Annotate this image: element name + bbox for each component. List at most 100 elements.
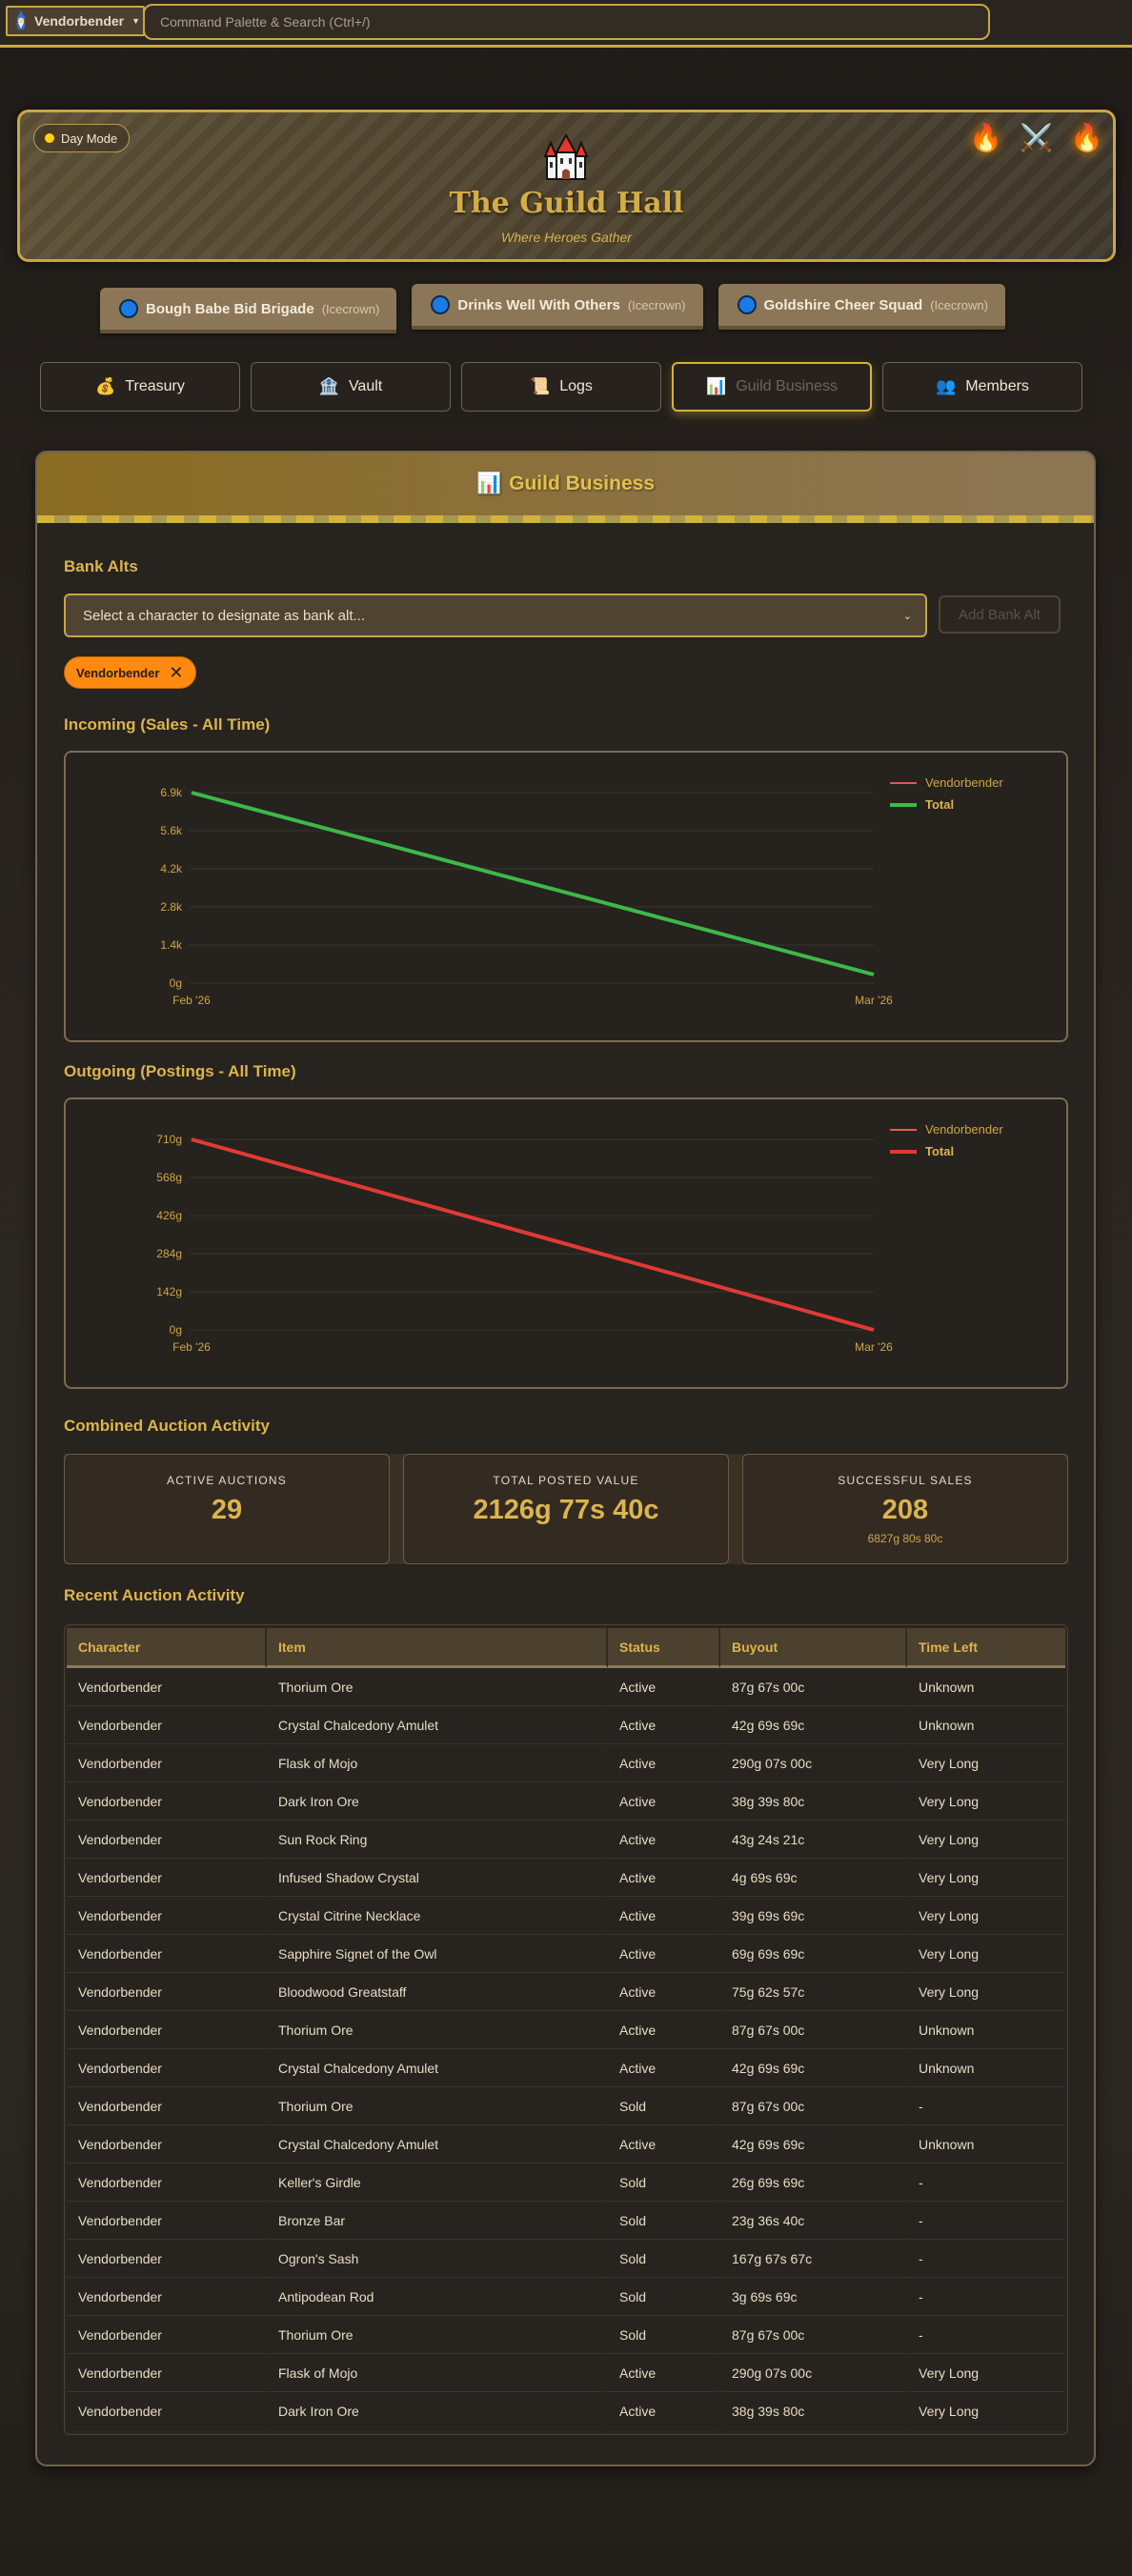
cell-item: Infused Shadow Crystal xyxy=(267,1859,608,1897)
header-divider xyxy=(37,515,1094,523)
column-header-item[interactable]: Item xyxy=(267,1628,608,1668)
panel-header: 📊 Guild Business xyxy=(37,453,1094,515)
stat-value: 29 xyxy=(211,1495,243,1525)
y-tick: 426g xyxy=(156,1209,182,1222)
page-subtitle: Where Heroes Gather xyxy=(501,230,632,245)
cell-character: Vendorbender xyxy=(67,2202,267,2240)
stat-subvalue: 6827g 80s 80c xyxy=(867,1532,943,1545)
cell-buyout: 87g 67s 00c xyxy=(720,2316,907,2354)
character-switcher[interactable]: Vendorbender ▼ xyxy=(6,6,145,36)
cell-status: Active xyxy=(608,1706,720,1744)
column-header-status[interactable]: Status xyxy=(608,1628,720,1668)
cell-buyout: 4g 69s 69c xyxy=(720,1859,907,1897)
stat-value: 2126g 77s 40c xyxy=(473,1495,659,1525)
character-name: Vendorbender xyxy=(34,13,125,29)
cell-character: Vendorbender xyxy=(67,2354,267,2392)
wizard-icon xyxy=(13,10,29,32)
table-row: Vendorbender Thorium Ore Sold 87g 67s 00c - xyxy=(67,2087,1065,2125)
table-row: Vendorbender Crystal Citrine Necklace Acti… xyxy=(67,1897,1065,1935)
outgoing-heading: Outgoing (Postings - All Time) xyxy=(64,1062,296,1080)
cell-buyout: 3g 69s 69c xyxy=(720,2278,907,2316)
cell-item: Dark Iron Ore xyxy=(267,1782,608,1821)
total-line xyxy=(191,791,875,976)
cell-character: Vendorbender xyxy=(67,2278,267,2316)
crossed-swords-icon: ⚔️ xyxy=(1020,123,1054,152)
cell-status: Sold xyxy=(608,2163,720,2202)
guild-realm: (Icecrown) xyxy=(627,297,686,312)
column-header-character[interactable]: Character xyxy=(67,1628,267,1668)
cell-time-left: Very Long xyxy=(907,2392,1065,2430)
stat-successful-sales: SUCCESSFUL SALES 208 6827g 80s 80c xyxy=(742,1454,1068,1564)
y-tick: 2.8k xyxy=(160,900,183,914)
cell-status: Active xyxy=(608,2011,720,2049)
chevron-down-icon: ▼ xyxy=(131,16,141,26)
auction-stats: ACTIVE AUCTIONS 29 TOTAL POSTED VALUE 21… xyxy=(64,1454,1068,1564)
guild-tab-bough-babe-bid-brigade[interactable]: Bough Babe Bid Brigade (Icecrown) xyxy=(100,288,397,333)
main-nav: 💰 Treasury 🏦 Vault 📜 Logs 📊 Guild Busine… xyxy=(32,354,1100,421)
stat-label: ACTIVE AUCTIONS xyxy=(166,1474,288,1487)
cell-character: Vendorbender xyxy=(67,1935,267,1973)
guild-tab-drinks-well-with-others[interactable]: Drinks Well With Others (Icecrown) xyxy=(412,284,703,330)
cell-status: Active xyxy=(608,2392,720,2430)
guild-status-dot-icon xyxy=(737,295,757,314)
tab-label: Treasury xyxy=(125,378,185,394)
cell-buyout: 75g 62s 57c xyxy=(720,1973,907,2011)
command-palette-search[interactable]: Command Palette & Search (Ctrl+/) xyxy=(143,4,990,40)
cell-character: Vendorbender xyxy=(67,2049,267,2087)
cell-time-left: Unknown xyxy=(907,2011,1065,2049)
cell-item: Ogron's Sash xyxy=(267,2240,608,2278)
cell-buyout: 26g 69s 69c xyxy=(720,2163,907,2202)
cell-time-left: Very Long xyxy=(907,1821,1065,1859)
tab-members[interactable]: 👥 Members xyxy=(882,362,1082,412)
cell-buyout: 39g 69s 69c xyxy=(720,1897,907,1935)
legend-total: Total xyxy=(925,1144,954,1158)
remove-chip-icon[interactable]: ✕ xyxy=(169,662,184,682)
add-bank-alt-button[interactable]: Add Bank Alt xyxy=(939,595,1061,634)
table-row: Vendorbender Infused Shadow Crystal Active… xyxy=(67,1859,1065,1897)
tab-treasury[interactable]: 💰 Treasury xyxy=(40,362,240,412)
cell-character: Vendorbender xyxy=(67,2316,267,2354)
table-row: Vendorbender Crystal Chalcedony Amulet Act… xyxy=(67,2125,1065,2163)
cell-character: Vendorbender xyxy=(67,1897,267,1935)
incoming-heading: Incoming (Sales - All Time) xyxy=(64,715,271,734)
column-header-time-left[interactable]: Time Left xyxy=(907,1628,1065,1668)
members-icon: 👥 xyxy=(936,377,957,395)
tab-vault[interactable]: 🏦 Vault xyxy=(251,362,451,412)
cell-time-left: Very Long xyxy=(907,1973,1065,2011)
bank-alt-select[interactable]: Select a character to designate as bank … xyxy=(64,594,927,637)
cell-time-left: Very Long xyxy=(907,1897,1065,1935)
y-tick: 0g xyxy=(170,1323,182,1337)
x-tick: Feb '26 xyxy=(172,994,211,1007)
tab-logs[interactable]: 📜 Logs xyxy=(461,362,661,412)
cell-time-left: - xyxy=(907,2278,1065,2316)
top-bar: Vendorbender ▼ Command Palette & Search … xyxy=(0,0,1132,48)
cell-time-left: Very Long xyxy=(907,1744,1065,1782)
day-mode-toggle[interactable]: Day Mode xyxy=(33,124,131,152)
table-row: Vendorbender Sapphire Signet of the Owl Ac… xyxy=(67,1935,1065,1973)
column-header-buyout[interactable]: Buyout xyxy=(720,1628,907,1668)
x-tick: Mar '26 xyxy=(855,1340,893,1354)
cell-character: Vendorbender xyxy=(67,2240,267,2278)
guild-realm: (Icecrown) xyxy=(930,297,988,312)
cell-item: Antipodean Rod xyxy=(267,2278,608,2316)
cell-item: Thorium Ore xyxy=(267,2316,608,2354)
total-line xyxy=(191,1137,875,1332)
combined-heading: Combined Auction Activity xyxy=(64,1417,270,1435)
table-row: Vendorbender Thorium Ore Active 87g 67s 00c… xyxy=(67,2011,1065,2049)
stat-value: 208 xyxy=(881,1495,929,1525)
cell-character: Vendorbender xyxy=(67,2125,267,2163)
cell-time-left: - xyxy=(907,2202,1065,2240)
tab-guild-business[interactable]: 📊 Guild Business xyxy=(672,362,872,412)
cell-status: Active xyxy=(608,1973,720,2011)
guild-tab-goldshire-cheer-squad[interactable]: Goldshire Cheer Squad (Icecrown) xyxy=(718,284,1005,330)
cell-item: Crystal Chalcedony Amulet xyxy=(267,1706,608,1744)
guild-name: Drinks Well With Others xyxy=(457,296,620,313)
cell-status: Active xyxy=(608,2354,720,2392)
cell-status: Active xyxy=(608,1935,720,1973)
cell-item: Bronze Bar xyxy=(267,2202,608,2240)
stat-active-auctions: ACTIVE AUCTIONS 29 xyxy=(64,1454,390,1564)
chevron-down-icon: ⌄ xyxy=(902,610,912,622)
cell-buyout: 87g 67s 00c xyxy=(720,2011,907,2049)
cell-character: Vendorbender xyxy=(67,2087,267,2125)
cell-character: Vendorbender xyxy=(67,1744,267,1782)
